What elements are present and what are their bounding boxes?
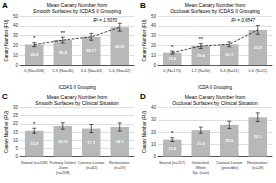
svg-text:12.6: 12.6: [168, 56, 177, 61]
svg-text:0 (No=308): 0 (No=308): [24, 68, 45, 73]
svg-text:Sp. (n=n): Sp. (n=n): [192, 170, 209, 175]
svg-text:Mean Canary Number from: Mean Canary Number from: [46, 93, 108, 100]
svg-text:Mean Canary Number from: Mean Canary Number from: [46, 2, 108, 8]
svg-text:(n=18): (n=18): [252, 165, 264, 170]
svg-text:0: 0: [15, 63, 18, 68]
svg-text:*: *: [33, 121, 36, 127]
svg-text:Carious Lesion: Carious Lesion: [77, 159, 105, 165]
svg-text:Primary Defect: Primary Defect: [49, 159, 76, 165]
svg-text:*: *: [33, 35, 36, 41]
svg-text:35.8: 35.8: [254, 45, 263, 50]
svg-text:Occlusal Surfaces by Clinical: Occlusal Surfaces by Clinical Situation: [172, 100, 258, 106]
svg-text:50: 50: [151, 14, 157, 19]
svg-text:(n=19): (n=19): [114, 165, 126, 170]
svg-text:Smooth Surfaces by ICDAS II Gr: Smooth Surfaces by ICDAS II Grouping: [33, 8, 121, 14]
svg-text:18.1: 18.1: [116, 139, 125, 144]
svg-text:0 (N=170): 0 (N=170): [163, 68, 182, 73]
svg-text:5-6 (No=42): 5-6 (No=42): [109, 68, 131, 73]
svg-text:Restoration: Restoration: [247, 159, 269, 165]
svg-text:Sound (n=208): Sound (n=208): [21, 160, 48, 165]
svg-text:Mean Canary Number from: Mean Canary Number from: [184, 2, 246, 8]
svg-text:Canary Number (FU): Canary Number (FU): [142, 19, 147, 62]
svg-text:Mean Canary Number from: Mean Canary Number from: [184, 93, 246, 100]
svg-text:21.5: 21.5: [197, 141, 206, 146]
svg-text:0: 0: [153, 63, 156, 68]
svg-text:17.1: 17.1: [87, 140, 96, 145]
svg-text:25.8: 25.8: [225, 138, 234, 143]
svg-text:10: 10: [13, 53, 19, 58]
svg-text:15: 15: [13, 130, 19, 135]
svg-text:*: *: [171, 130, 174, 136]
svg-text:30: 30: [13, 33, 19, 38]
svg-text:5-6 (N=11): 5-6 (N=11): [248, 68, 268, 73]
svg-text:Carious Lesion: Carious Lesion: [215, 159, 243, 165]
svg-text:5: 5: [15, 146, 18, 151]
svg-text:20: 20: [151, 130, 157, 135]
svg-text:A: A: [2, 1, 8, 10]
svg-text:15.8: 15.8: [30, 141, 39, 146]
svg-text:Occlusal Surfaces by ICDAS II: Occlusal Surfaces by ICDAS II Grouping: [170, 8, 260, 14]
svg-text:Restoration: Restoration: [109, 159, 131, 165]
svg-text:(n=62): (n=62): [85, 165, 98, 170]
svg-text:Smooth Surfaces by Clinical Si: Smooth Surfaces by Clinical Situation: [35, 100, 119, 106]
svg-text:28.77: 28.77: [86, 48, 97, 53]
svg-text:ICDAS II Grouping: ICDAS II Grouping: [58, 85, 96, 90]
svg-text:Canary Number (FU): Canary Number (FU): [142, 110, 147, 153]
svg-text:*: *: [171, 44, 174, 50]
svg-text:19.4: 19.4: [197, 53, 206, 58]
svg-text:3-4 (No=40): 3-4 (No=40): [81, 68, 103, 73]
svg-text:30: 30: [151, 33, 157, 38]
svg-text:Zone: Zone: [57, 164, 68, 170]
svg-text:C: C: [2, 92, 8, 101]
svg-text:R² = 0.9547: R² = 0.9547: [231, 18, 255, 23]
svg-text:25: 25: [13, 113, 19, 118]
svg-text:0: 0: [15, 154, 18, 159]
svg-text:10: 10: [13, 138, 19, 143]
svg-text:38.51: 38.51: [115, 44, 126, 49]
svg-text:D: D: [140, 92, 146, 101]
svg-text:R² = 1.5070: R² = 1.5070: [93, 18, 117, 23]
svg-text:18.72: 18.72: [58, 139, 69, 144]
svg-text:30: 30: [13, 105, 19, 110]
svg-text:13.8: 13.8: [168, 146, 177, 151]
svg-text:20: 20: [13, 43, 19, 48]
svg-text:1-2 (N=50): 1-2 (N=50): [191, 68, 211, 73]
svg-text:Canary Number (FU): Canary Number (FU): [4, 110, 9, 153]
svg-text:30: 30: [151, 117, 157, 122]
svg-text:1-3 (No=40): 1-3 (No=40): [52, 68, 74, 73]
svg-text:(possible): (possible): [220, 165, 239, 170]
svg-text:50: 50: [13, 14, 19, 19]
svg-text:20: 20: [151, 43, 157, 48]
svg-text:20.8: 20.8: [30, 52, 39, 57]
svg-text:10: 10: [151, 142, 157, 147]
svg-text:0: 0: [153, 154, 156, 159]
svg-text:Sound (n=117): Sound (n=117): [159, 160, 186, 165]
svg-text:10: 10: [151, 53, 157, 58]
svg-text:Canary Number (FU): Canary Number (FU): [4, 19, 9, 62]
svg-text:Unsealed: Unsealed: [191, 159, 210, 165]
svg-text:20: 20: [13, 121, 19, 126]
svg-text:40: 40: [13, 23, 19, 28]
svg-text:ICDA II Grouping: ICDA II Grouping: [198, 85, 233, 90]
svg-text:32.1: 32.1: [254, 134, 263, 139]
svg-text:White: White: [195, 164, 206, 170]
svg-text:40: 40: [151, 23, 157, 28]
svg-text:(n=208): (n=208): [56, 170, 71, 175]
svg-text:40: 40: [151, 105, 157, 110]
svg-text:**: **: [60, 30, 65, 36]
svg-text:25.4: 25.4: [59, 50, 68, 55]
svg-text:21.1: 21.1: [225, 52, 234, 57]
svg-text:**: **: [198, 36, 203, 42]
svg-text:3-4 (N=51): 3-4 (N=51): [220, 68, 240, 73]
svg-text:B: B: [140, 1, 146, 10]
